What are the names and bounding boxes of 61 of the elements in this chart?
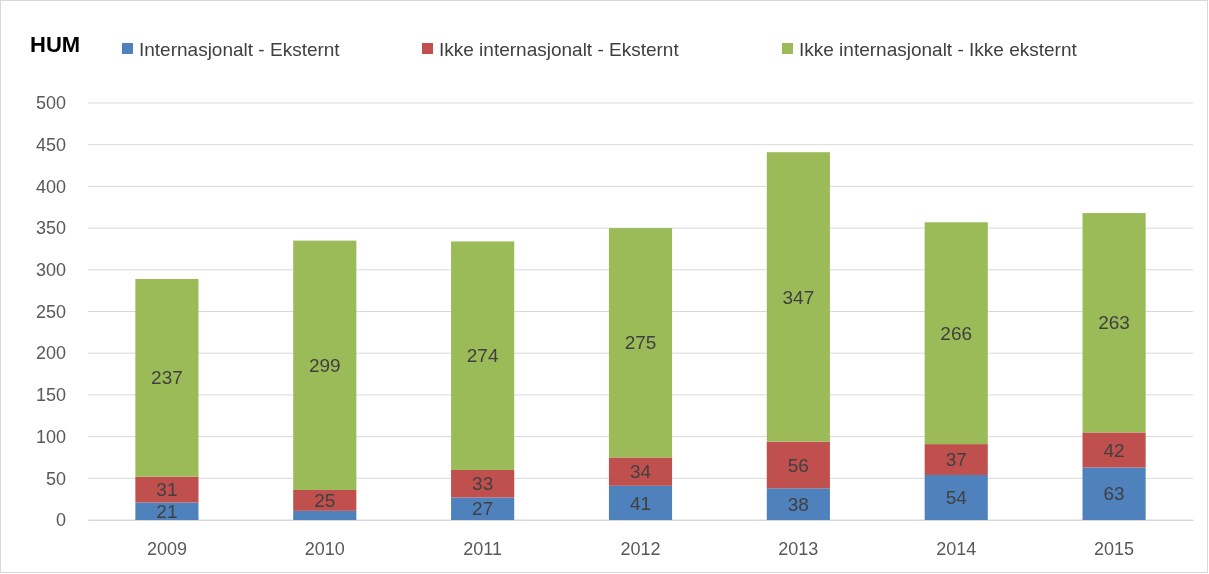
chart-title: HUM bbox=[30, 32, 81, 57]
data-label: 266 bbox=[940, 322, 973, 344]
data-label: 237 bbox=[151, 367, 183, 389]
bar bbox=[1082, 467, 1146, 520]
x-tick-label: 2010 bbox=[304, 538, 345, 559]
data-label: 42 bbox=[1103, 439, 1125, 461]
bar bbox=[766, 152, 830, 442]
y-tick-label: 250 bbox=[35, 301, 66, 322]
data-label: 299 bbox=[308, 354, 341, 376]
y-tick-label: 450 bbox=[35, 134, 66, 155]
bar bbox=[451, 497, 515, 520]
bar bbox=[766, 441, 830, 489]
data-label: 34 bbox=[629, 461, 652, 483]
bar bbox=[135, 476, 199, 503]
bar bbox=[608, 457, 673, 486]
data-label: 27 bbox=[472, 498, 494, 520]
data-label: 263 bbox=[1098, 312, 1130, 334]
y-tick-label: 500 bbox=[35, 93, 66, 114]
bar bbox=[1082, 213, 1146, 433]
y-tick-label: 200 bbox=[35, 343, 66, 364]
bar bbox=[924, 222, 988, 445]
x-tick-label: 2011 bbox=[463, 538, 502, 559]
bar bbox=[135, 278, 199, 477]
x-tick-label: 2014 bbox=[936, 538, 977, 559]
bar bbox=[924, 474, 988, 520]
data-label: 25 bbox=[314, 490, 336, 512]
x-tick-label: 2009 bbox=[146, 538, 187, 559]
bar bbox=[608, 228, 673, 458]
bar bbox=[924, 444, 988, 475]
data-label: 41 bbox=[629, 492, 652, 514]
legend-label: Ikke internasjonalt - Eksternt bbox=[439, 38, 680, 60]
bar bbox=[766, 488, 830, 520]
data-label: 54 bbox=[945, 487, 968, 509]
y-tick-label: 100 bbox=[35, 426, 66, 447]
bar bbox=[451, 241, 515, 470]
y-tick-label: 400 bbox=[35, 176, 66, 197]
data-label: 21 bbox=[156, 500, 178, 522]
y-tick-label: 350 bbox=[35, 218, 66, 239]
x-tick-label: 2013 bbox=[778, 538, 819, 559]
y-tick-label: 150 bbox=[35, 385, 66, 406]
y-tick-label: 50 bbox=[45, 468, 66, 489]
bar bbox=[293, 510, 357, 520]
bar bbox=[135, 502, 199, 520]
data-label: 347 bbox=[782, 286, 815, 308]
data-label: 63 bbox=[1103, 483, 1125, 505]
y-tick-label: 300 bbox=[35, 260, 66, 281]
bar bbox=[293, 240, 357, 490]
bar bbox=[608, 485, 673, 520]
x-tick-label: 2015 bbox=[1094, 538, 1135, 559]
data-label: 33 bbox=[472, 473, 494, 495]
data-label: 56 bbox=[787, 454, 809, 476]
bar bbox=[1082, 432, 1146, 468]
data-label: 274 bbox=[466, 345, 499, 367]
y-tick-label: 0 bbox=[55, 510, 66, 531]
x-tick-label: 2012 bbox=[620, 538, 661, 559]
data-label: 37 bbox=[945, 449, 967, 471]
legend-label: Ikke internasjonalt - Ikke eksternt bbox=[799, 38, 1078, 60]
data-label: 31 bbox=[156, 479, 178, 501]
data-label: 38 bbox=[787, 493, 809, 515]
legend-label: Internasjonalt - Eksternt bbox=[139, 38, 341, 60]
data-label: 275 bbox=[624, 332, 657, 354]
